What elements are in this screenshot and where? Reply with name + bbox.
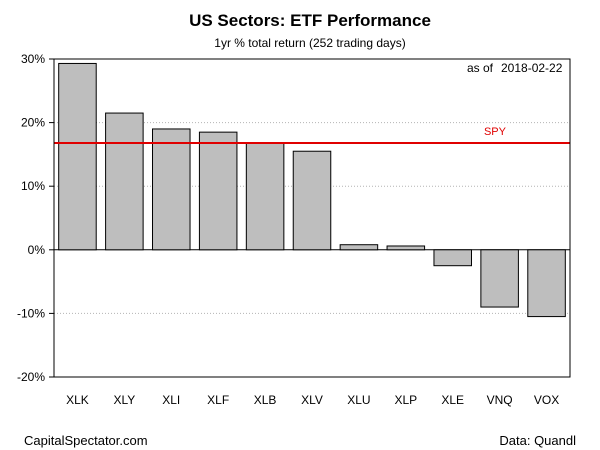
as-of-date: 2018-02-22 [501, 61, 563, 75]
bar-xlf [198, 131, 238, 251]
x-tick-label: XLE [441, 393, 464, 407]
x-axis-labels: XLK XLY XLI XLF XLB XLV XLU XLP XLE VNQ VOX [66, 393, 559, 407]
bar-vnq [480, 249, 519, 308]
x-tick-label: XLP [394, 393, 417, 407]
bar-xly [105, 112, 144, 251]
bar-vox [527, 249, 566, 318]
reference-line-group: SPY [54, 126, 570, 144]
y-axis-ticks: -20% -10% 0% 10% 20% 30% [17, 52, 54, 384]
x-tick-label: XLV [301, 393, 323, 407]
source-left: CapitalSpectator.com [24, 433, 148, 448]
y-tick-label: -20% [17, 370, 45, 384]
spy-reference-label: SPY [484, 126, 507, 138]
bars [58, 62, 566, 318]
bar-xlv [292, 150, 332, 251]
chart-subtitle: 1yr % total return (252 trading days) [214, 36, 405, 50]
bar-xli [152, 128, 191, 251]
x-tick-label: XLB [254, 393, 277, 407]
plot-frame [53, 58, 571, 378]
x-tick-label: XLU [347, 393, 370, 407]
bar-xlp [386, 245, 426, 251]
bar-xle [433, 249, 472, 267]
y-tick-label: 10% [21, 179, 45, 193]
y-tick-label: 0% [28, 243, 46, 257]
bar-xlu [339, 244, 379, 251]
x-tick-label: XLK [66, 393, 89, 407]
x-tick-label: XLI [162, 393, 180, 407]
bar-xlk [58, 62, 97, 251]
x-tick-label: XLF [207, 393, 229, 407]
x-tick-label: VNQ [487, 393, 513, 407]
x-tick-label: XLY [113, 393, 135, 407]
y-tick-label: 20% [21, 116, 45, 130]
x-tick-label: VOX [534, 393, 559, 407]
y-tick-label: -10% [17, 306, 45, 320]
as-of-label: as of [467, 61, 494, 75]
y-tick-label: 30% [21, 52, 45, 66]
bar-xlb [245, 142, 285, 251]
source-right: Data: Quandl [499, 433, 576, 448]
chart-title: US Sectors: ETF Performance [189, 11, 431, 30]
